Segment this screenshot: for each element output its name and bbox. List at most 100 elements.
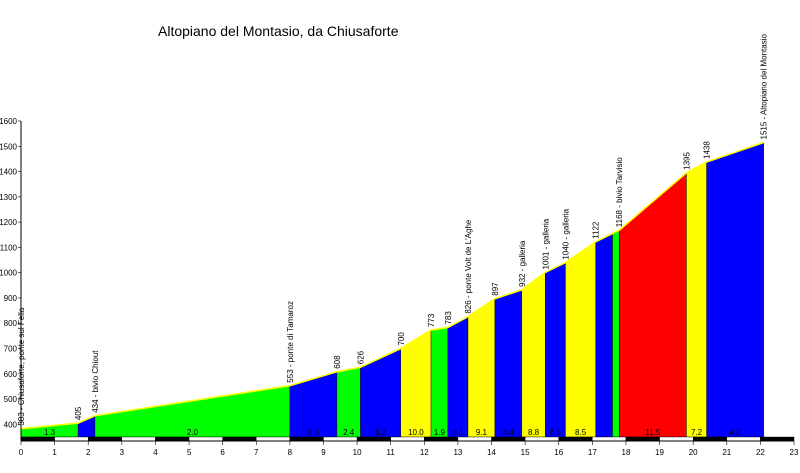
y-tick-label-6: 1000 [0,269,18,278]
y-tick-label-7: 1100 [0,243,18,252]
x-tick-label-9: 9 [321,448,326,457]
x-tick-label-8: 8 [288,448,293,457]
annotation-10: 897 [491,282,500,296]
annotation-5: 626 [356,350,365,364]
grade-label-4: 2.4 [343,428,355,437]
segment-area-5 [360,348,401,438]
y-tick-label-5: 900 [4,294,18,303]
km-band-cell-1 [54,436,89,442]
y-tick-label-11: 1500 [0,142,18,151]
grade-label-8: 6.1 [452,428,464,437]
annotation-6: 700 [397,332,406,346]
km-band-cell-19 [659,436,694,442]
x-tick-label-3: 3 [120,448,125,457]
km-band-cell-18 [625,436,660,442]
annotation-0: 383 - Chiusaforte, ponte sul Fella [17,307,26,425]
km-band-cell-2 [88,436,123,442]
y-tick-label-2: 600 [4,370,18,379]
grade-label-12: 6.5 [550,428,562,437]
grade-label-3: 3.9 [308,428,320,437]
axes [20,121,794,442]
annotation-2: 434 - bivio Chiout [91,350,100,413]
km-band-cell-4 [155,436,190,442]
x-tick-label-20: 20 [689,448,698,457]
annotation-18: 1515 - Altopiano del Montasio [760,34,769,140]
annotation-1: 405 [74,406,83,420]
grade-label-5: 6.2 [375,428,387,437]
kilometer-band [20,436,795,442]
annotation-4: 608 [333,355,342,369]
x-tick-label-0: 0 [19,448,24,457]
x-tick-label-13: 13 [453,448,462,457]
segment-area-16 [619,172,687,438]
km-band-cell-0 [20,436,55,442]
grade-label-17: 7.2 [691,428,703,437]
x-tick-label-18: 18 [622,448,631,457]
grade-label-6: 10.0 [408,428,424,437]
segment-area-17 [686,161,707,438]
km-band-cell-11 [390,436,425,442]
segment-area-18 [706,142,764,438]
x-tick-label-16: 16 [554,448,563,457]
y-tick-label-1: 500 [4,395,18,404]
annotation-7: 773 [427,313,436,327]
km-band-cell-5 [188,436,223,442]
annotation-17: 1438 [703,141,712,159]
x-tick-label-23: 23 [790,448,799,457]
y-tick-label-4: 800 [4,319,18,328]
km-band-cell-12 [424,436,459,442]
x-tick-label-19: 19 [655,448,664,457]
km-band-cell-9 [323,436,358,442]
km-band-cell-3 [121,436,156,442]
x-tick-label-11: 11 [387,448,396,457]
profile-line [20,141,765,430]
segment-area-15 [612,229,620,438]
annotation-8: 783 [444,311,453,325]
km-band-cell-22 [760,436,795,442]
km-band-cell-15 [524,436,559,442]
annotation-13: 1040 - galleria [561,208,570,259]
grade-label-2: 2.0 [187,428,199,437]
km-band-cell-8 [289,436,324,442]
y-tick-label-3: 700 [4,345,18,354]
x-tick-label-2: 2 [86,448,91,457]
annotation-9: 826 - ponte Volt de L'Aghe [464,219,473,314]
y-tick-label-9: 1300 [0,193,18,202]
km-band-cell-20 [692,436,727,442]
x-tick-label-4: 4 [153,448,158,457]
y-tick-label-0: 400 [4,420,18,429]
x-tick-label-12: 12 [420,448,429,457]
km-band-cell-7 [256,436,291,442]
y-tick-label-8: 1200 [0,218,18,227]
x-tick-label-22: 22 [756,448,765,457]
gradient-segments [20,142,764,438]
segment-grade-labels: 1.3 2.0 3.9 2.4 6.2 10.0 1.9 6.1 9.1 4.4 8.8 6.5 8.5… [44,428,741,437]
x-tick-label-15: 15 [521,448,530,457]
segment-area-12 [545,262,566,438]
annotation-12: 1001 - galleria [541,218,550,269]
x-tick-label-17: 17 [588,448,597,457]
x-tick-label-5: 5 [187,448,192,457]
y-tick-label-10: 1400 [0,168,18,177]
km-band-cell-17 [592,436,627,442]
point-annotations: 383 - Chiusaforte, ponte sul Fella 405 434… [17,34,769,426]
segment-area-7 [430,327,449,438]
annotation-14: 1122 [592,221,601,239]
grade-label-9: 9.1 [476,428,488,437]
grade-label-10: 4.4 [503,428,515,437]
annotation-11: 932 - galleria [518,240,527,287]
km-band-cell-14 [491,436,526,442]
x-tick-label-10: 10 [353,448,362,457]
x-tick-label-7: 7 [254,448,259,457]
profile-outline [20,141,765,430]
y-axis-ticks: 400 500 600 700 800 900 1000 1100 1200 1300 1400 15… [0,117,21,429]
segment-area-13 [565,241,596,438]
segment-area-11 [521,272,546,438]
chart-title: Altopiano del Montasio, da Chiusaforte [158,23,399,39]
x-tick-label-6: 6 [220,448,225,457]
grade-label-7: 1.9 [434,428,446,437]
segment-area-4 [336,366,361,438]
x-tick-label-1: 1 [52,448,57,457]
segment-area-10 [494,289,522,438]
